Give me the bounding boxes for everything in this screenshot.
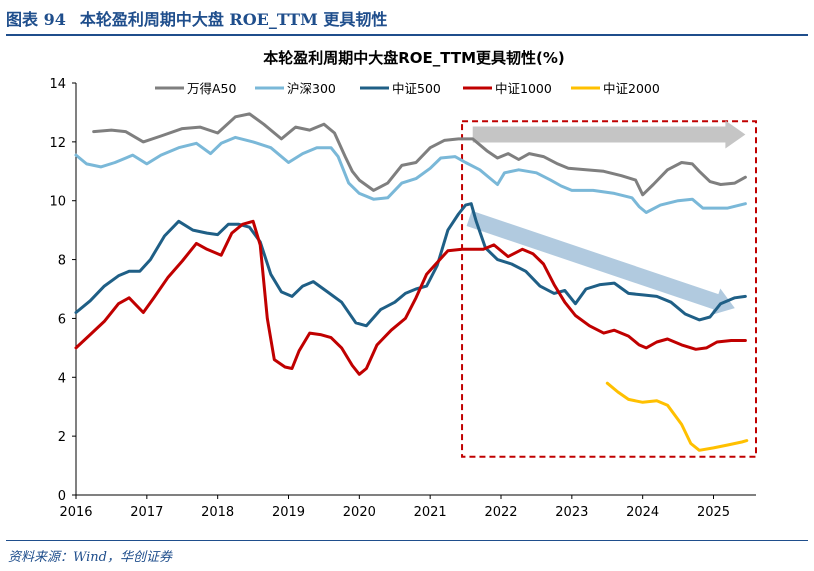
trend-arrow	[472, 120, 746, 149]
figure-title-text: 本轮盈利周期中大盘 ROE_TTM 更具韧性	[79, 10, 388, 29]
legend: 万得A50 沪深300 中证500 中证1000 中证2000	[155, 81, 660, 96]
axes: 0 2 4 6 8 10 12 14 2016 2017 2018 2019 2020 2021 2022 2…	[49, 77, 756, 520]
annotations	[461, 120, 757, 458]
x-tick-label: 2022	[484, 505, 517, 520]
y-tick-label: 8	[58, 254, 66, 269]
legend-label: 万得A50	[187, 81, 237, 96]
x-tick-label: 2023	[555, 505, 588, 520]
series-line-2	[74, 135, 747, 214]
y-tick-label: 0	[58, 489, 66, 504]
trend-arrow	[466, 210, 735, 315]
y-tick-label: 6	[58, 312, 66, 327]
y-tick-label: 14	[49, 77, 66, 92]
footer-rule	[6, 540, 808, 541]
x-tick-label: 2019	[272, 505, 305, 520]
y-tick-label: 4	[58, 371, 66, 386]
x-tick-label: 2024	[626, 505, 659, 520]
x-tick-label: 2025	[697, 505, 730, 520]
legend-label: 沪深300	[287, 81, 336, 96]
chart-title: 本轮盈利周期中大盘ROE_TTM更具韧性(%)	[263, 49, 565, 67]
y-tick-label: 10	[49, 195, 66, 210]
series-line-5	[605, 381, 749, 452]
figure-number: 图表 94	[6, 10, 66, 29]
y-tick-label: 2	[58, 430, 66, 445]
x-tick-label: 2020	[343, 505, 376, 520]
legend-label: 中证500	[392, 81, 441, 96]
title-rule	[6, 34, 808, 36]
series-line-4	[74, 219, 747, 376]
y-tick-label: 12	[49, 136, 66, 151]
series-line-3	[74, 202, 747, 328]
source-note: 资料来源：Wind，华创证券	[8, 550, 172, 565]
x-tick-label: 2021	[414, 505, 447, 520]
x-tick-label: 2017	[130, 505, 163, 520]
dashed-highlight-box	[461, 120, 757, 458]
figure-title: 图表 94 本轮盈利周期中大盘 ROE_TTM 更具韧性	[6, 6, 401, 30]
x-tick-label: 2016	[59, 505, 92, 520]
legend-label: 中证1000	[495, 81, 552, 96]
x-tick-label: 2018	[201, 505, 234, 520]
legend-label: 中证2000	[603, 81, 660, 96]
series-line-1	[92, 112, 747, 197]
series-lines	[74, 112, 749, 452]
